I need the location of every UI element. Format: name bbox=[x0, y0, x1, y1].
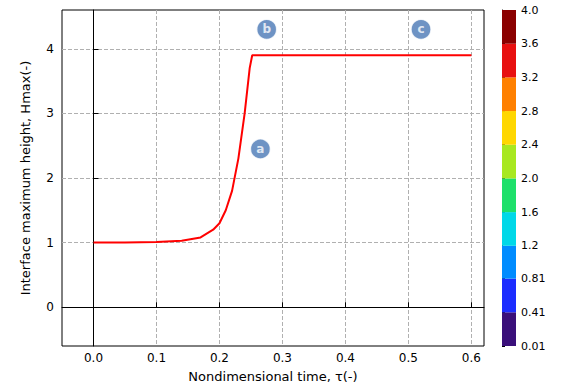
svg-text:0.81: 0.81 bbox=[521, 272, 546, 285]
svg-text:a: a bbox=[256, 142, 264, 156]
svg-text:4.0: 4.0 bbox=[521, 4, 539, 17]
svg-text:0.4: 0.4 bbox=[336, 351, 355, 365]
svg-text:0: 0 bbox=[46, 300, 54, 314]
svg-text:0.1: 0.1 bbox=[147, 351, 166, 365]
svg-text:2.0: 2.0 bbox=[521, 172, 539, 185]
svg-text:1.6: 1.6 bbox=[521, 206, 539, 219]
svg-text:1: 1 bbox=[46, 236, 54, 250]
svg-text:2: 2 bbox=[46, 171, 54, 185]
svg-text:0.5: 0.5 bbox=[399, 351, 418, 365]
svg-text:0.6: 0.6 bbox=[462, 351, 481, 365]
svg-text:0.41: 0.41 bbox=[521, 306, 546, 319]
svg-text:b: b bbox=[262, 22, 271, 36]
svg-text:c: c bbox=[417, 22, 424, 36]
svg-text:3: 3 bbox=[46, 106, 54, 120]
svg-text:4: 4 bbox=[46, 42, 54, 56]
svg-text:0.01: 0.01 bbox=[521, 340, 546, 353]
svg-text:3.2: 3.2 bbox=[521, 71, 539, 84]
svg-text:Nondimensional time, τ(-): Nondimensional time, τ(-) bbox=[188, 369, 357, 384]
svg-text:3.6: 3.6 bbox=[521, 37, 539, 50]
svg-text:Interface maximum height, Hmax: Interface maximum height, Hmax(-) bbox=[18, 61, 33, 296]
svg-text:0.2: 0.2 bbox=[210, 351, 229, 365]
svg-text:1.2: 1.2 bbox=[521, 239, 539, 252]
svg-text:0.3: 0.3 bbox=[273, 351, 292, 365]
svg-text:0.0: 0.0 bbox=[84, 351, 103, 365]
svg-text:2.8: 2.8 bbox=[521, 105, 539, 118]
svg-text:2.4: 2.4 bbox=[521, 138, 539, 151]
